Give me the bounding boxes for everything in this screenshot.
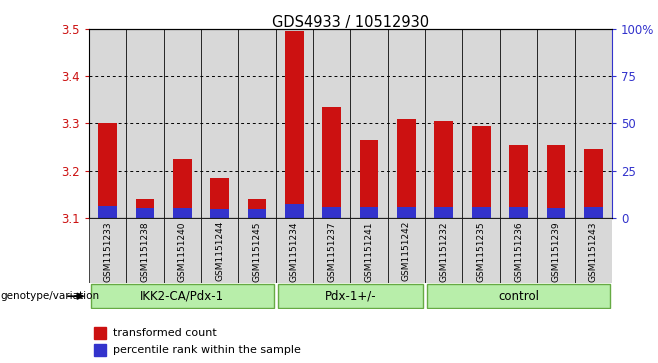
Text: GSM1151240: GSM1151240 (178, 221, 187, 282)
Bar (388, 29, 425, 218)
Bar (211, 178, 229, 218)
Text: GSM1151233: GSM1151233 (103, 221, 112, 282)
Bar (574, 29, 612, 218)
Text: GSM1151238: GSM1151238 (140, 221, 149, 282)
Bar (285, 204, 304, 218)
Bar (136, 199, 154, 218)
Bar (388, 29, 425, 218)
Bar (463, 29, 500, 218)
Text: Pdx-1+/-: Pdx-1+/- (324, 290, 376, 303)
Text: GSM1151244: GSM1151244 (215, 221, 224, 281)
Bar (322, 107, 341, 218)
Bar (313, 29, 351, 218)
Bar (500, 29, 537, 218)
Text: GDS4933 / 10512930: GDS4933 / 10512930 (272, 15, 429, 29)
Bar (425, 29, 463, 218)
Bar (173, 159, 191, 218)
Text: GSM1151232: GSM1151232 (440, 221, 448, 282)
Bar (350, 29, 388, 218)
Bar (425, 29, 463, 218)
Bar (201, 29, 238, 218)
Bar (350, 29, 388, 218)
Bar (360, 207, 378, 218)
Bar (238, 29, 276, 218)
FancyBboxPatch shape (427, 285, 610, 308)
Bar (584, 149, 603, 218)
Text: GSM1151235: GSM1151235 (476, 221, 486, 282)
Bar (463, 218, 500, 283)
Bar (126, 29, 164, 218)
Bar (425, 218, 463, 283)
Text: GSM1151245: GSM1151245 (253, 221, 261, 282)
Bar (201, 218, 238, 283)
Bar (94, 344, 105, 356)
Bar (136, 208, 154, 218)
Text: genotype/variation: genotype/variation (1, 291, 100, 301)
Bar (276, 29, 313, 218)
Bar (247, 209, 266, 218)
Bar (547, 208, 565, 218)
Text: GSM1151237: GSM1151237 (327, 221, 336, 282)
Bar (276, 29, 313, 218)
Bar (472, 126, 490, 218)
Bar (238, 218, 276, 283)
Bar (509, 207, 528, 218)
Bar (89, 29, 126, 218)
Bar (574, 218, 612, 283)
Bar (164, 218, 201, 283)
Bar (98, 123, 117, 218)
Bar (397, 119, 416, 218)
Text: GSM1151241: GSM1151241 (365, 221, 374, 282)
Bar (463, 29, 500, 218)
Text: control: control (498, 290, 539, 303)
Bar (537, 29, 574, 218)
Text: IKK2-CA/Pdx-1: IKK2-CA/Pdx-1 (140, 290, 224, 303)
Text: GSM1151234: GSM1151234 (290, 221, 299, 282)
Bar (397, 207, 416, 218)
Bar (537, 29, 574, 218)
Bar (388, 218, 425, 283)
Bar (537, 218, 574, 283)
Bar (89, 29, 126, 218)
Bar (500, 29, 537, 218)
Bar (126, 29, 164, 218)
Bar (276, 218, 313, 283)
Bar (89, 218, 126, 283)
Bar (94, 327, 105, 339)
Bar (322, 207, 341, 218)
Text: GSM1151242: GSM1151242 (402, 221, 411, 281)
Bar (350, 218, 388, 283)
Bar (509, 145, 528, 218)
Bar (313, 29, 351, 218)
Text: GSM1151243: GSM1151243 (589, 221, 597, 282)
Text: GSM1151239: GSM1151239 (551, 221, 561, 282)
Bar (434, 207, 453, 218)
Bar (434, 121, 453, 218)
Bar (472, 207, 490, 218)
Bar (500, 218, 537, 283)
Text: percentile rank within the sample: percentile rank within the sample (113, 345, 301, 355)
FancyBboxPatch shape (278, 285, 423, 308)
Bar (201, 29, 238, 218)
Bar (313, 218, 351, 283)
Text: transformed count: transformed count (113, 328, 217, 338)
Bar (360, 140, 378, 218)
Bar (164, 29, 201, 218)
FancyBboxPatch shape (91, 285, 274, 308)
Bar (285, 31, 304, 218)
Bar (164, 29, 201, 218)
Bar (211, 209, 229, 218)
Text: GSM1151236: GSM1151236 (514, 221, 523, 282)
Bar (547, 145, 565, 218)
Bar (247, 199, 266, 218)
Bar (173, 208, 191, 218)
Bar (574, 29, 612, 218)
Bar (584, 207, 603, 218)
Bar (98, 206, 117, 218)
Bar (238, 29, 276, 218)
Bar (126, 218, 164, 283)
